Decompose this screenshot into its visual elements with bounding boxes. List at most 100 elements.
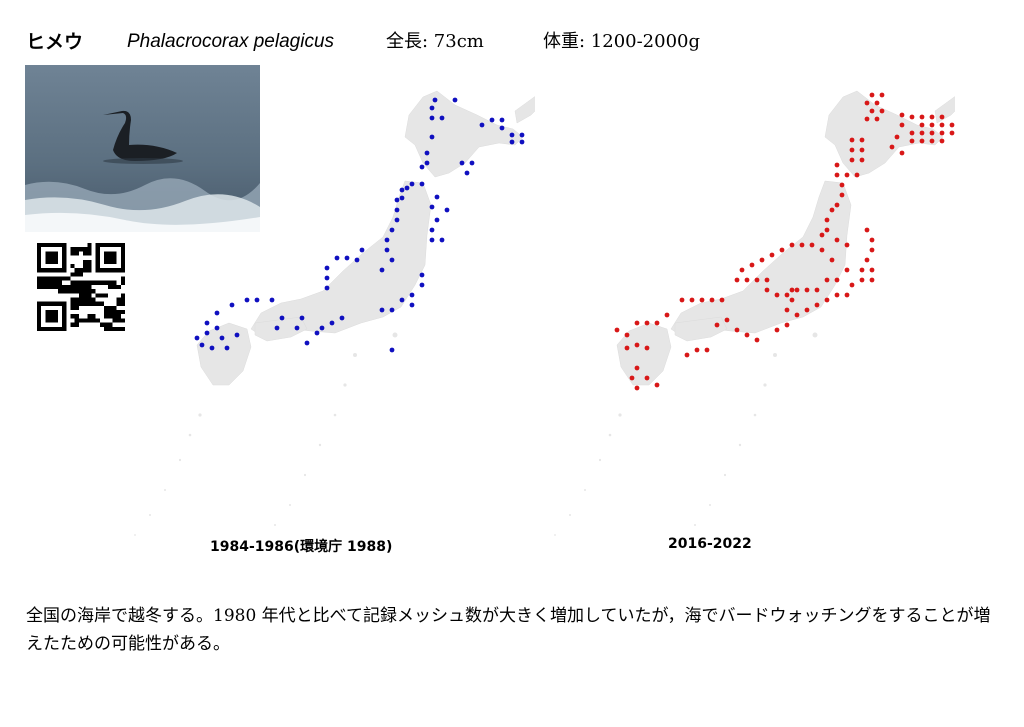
record-dot: [929, 122, 935, 128]
record-dot: [789, 297, 795, 303]
record-dot: [204, 330, 210, 336]
record-dot: [654, 382, 660, 388]
record-dot: [644, 320, 650, 326]
record-dot: [804, 287, 810, 293]
record-dot: [279, 315, 285, 321]
record-dot: [834, 162, 840, 168]
record-dot: [439, 237, 445, 243]
description-text: 全国の海岸で越冬する。1980 年代と比べて記録メッシュ数が大きく増加していたが…: [26, 606, 991, 654]
record-dot: [779, 247, 785, 253]
record-dot: [194, 335, 200, 341]
record-dot: [824, 227, 830, 233]
record-dot: [774, 327, 780, 333]
record-dot: [384, 247, 390, 253]
record-dot: [614, 327, 620, 333]
record-dot: [234, 332, 240, 338]
record-dot: [419, 272, 425, 278]
record-dot: [409, 181, 415, 187]
record-dot: [889, 144, 895, 150]
record-dot: [844, 267, 850, 273]
record-dot: [314, 330, 320, 336]
record-dot: [869, 277, 875, 283]
record-dots: [614, 92, 955, 391]
record-dot: [749, 262, 755, 268]
record-dot: [304, 340, 310, 346]
body-length: 全長: 73cm: [386, 31, 484, 52]
record-dot: [939, 138, 945, 144]
record-dot: [254, 297, 260, 303]
record-dot: [224, 345, 230, 351]
record-dot: [229, 302, 235, 308]
record-dot: [389, 227, 395, 233]
record-dot: [429, 204, 435, 210]
record-dot: [389, 307, 395, 313]
record-dot: [804, 307, 810, 313]
record-dot: [764, 287, 770, 293]
record-dot: [379, 307, 385, 313]
record-dot: [214, 325, 220, 331]
record-dot: [269, 297, 275, 303]
record-dot: [849, 282, 855, 288]
record-dot: [324, 265, 330, 271]
record-dot: [694, 347, 700, 353]
record-dot: [919, 138, 925, 144]
record-dot: [929, 138, 935, 144]
record-dot: [214, 310, 220, 316]
record-dot: [354, 257, 360, 263]
record-dot: [389, 257, 395, 263]
record-dot: [839, 192, 845, 198]
record-dot: [209, 345, 215, 351]
record-dot: [919, 122, 925, 128]
record-dot: [299, 315, 305, 321]
record-dot: [929, 114, 935, 120]
record-dot: [869, 267, 875, 273]
record-dot: [359, 247, 365, 253]
record-dot: [434, 217, 440, 223]
record-dot: [794, 312, 800, 318]
record-dot: [909, 114, 915, 120]
land-silhouette: [134, 90, 546, 536]
record-dot: [849, 157, 855, 163]
record-dot: [634, 342, 640, 348]
record-dot: [464, 170, 470, 176]
record-dot: [899, 122, 905, 128]
record-dot: [879, 108, 885, 114]
record-dot: [429, 115, 435, 121]
record-dot: [334, 255, 340, 261]
record-dot: [754, 337, 760, 343]
record-dot: [684, 352, 690, 358]
record-dot: [389, 347, 395, 353]
record-dot: [764, 277, 770, 283]
record-dot: [709, 297, 715, 303]
record-dot: [519, 132, 525, 138]
record-dot: [734, 277, 740, 283]
record-dot: [869, 247, 875, 253]
record-dot: [644, 345, 650, 351]
record-dot: [909, 130, 915, 136]
record-dot: [624, 345, 630, 351]
record-dot: [704, 347, 710, 353]
record-dot: [634, 320, 640, 326]
record-dot: [864, 100, 870, 106]
record-dot: [864, 257, 870, 263]
record-dot: [824, 277, 830, 283]
species-name-ja: ヒメウ: [26, 31, 84, 53]
record-dot: [444, 207, 450, 213]
record-dot: [769, 252, 775, 258]
record-dot: [919, 130, 925, 136]
qr-code[interactable]: [37, 243, 125, 331]
record-dot: [949, 130, 955, 136]
record-dot: [939, 114, 945, 120]
record-dot: [899, 112, 905, 118]
record-dot: [879, 92, 885, 98]
record-dot: [869, 92, 875, 98]
record-dot: [324, 285, 330, 291]
record-dot: [399, 187, 405, 193]
record-dot: [829, 257, 835, 263]
record-dot: [744, 277, 750, 283]
record-dot: [499, 125, 505, 131]
record-dot: [379, 267, 385, 273]
record-dot: [509, 132, 515, 138]
record-dot: [629, 375, 635, 381]
record-dot: [244, 297, 250, 303]
